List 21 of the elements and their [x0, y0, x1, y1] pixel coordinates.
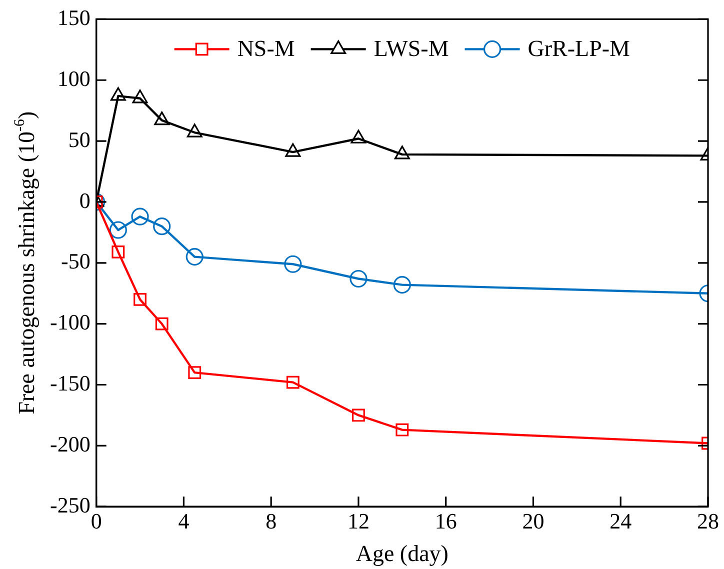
x-axis-title: Age (day)	[356, 541, 448, 566]
x-tick-label: 12	[347, 508, 370, 534]
y-tick-label: -50	[61, 248, 90, 274]
y-tick-label: 50	[68, 126, 90, 152]
x-tick-label: 16	[434, 508, 457, 534]
legend-label: LWS-M	[374, 36, 449, 62]
y-tick-label: 150	[57, 4, 90, 30]
x-tick-label: 4	[178, 508, 190, 534]
y-tick-label: -250	[50, 492, 90, 518]
y-tick-label: -100	[50, 310, 90, 335]
x-tick-label: 20	[522, 508, 544, 534]
y-tick-label: -200	[50, 431, 90, 456]
x-tick-label: 24	[610, 508, 632, 534]
x-tick-label: 8	[266, 508, 277, 534]
legend-label: NS-M	[237, 36, 295, 62]
y-axis-title: Free autogenous shrinkage (10-6)	[12, 111, 40, 414]
legend-label: GrR-LP-M	[528, 36, 630, 62]
y-tick-label: 100	[57, 66, 90, 91]
x-tick-label: 28	[697, 508, 719, 534]
y-tick-label: 0	[79, 188, 90, 213]
y-tick-label: -150	[50, 370, 90, 396]
